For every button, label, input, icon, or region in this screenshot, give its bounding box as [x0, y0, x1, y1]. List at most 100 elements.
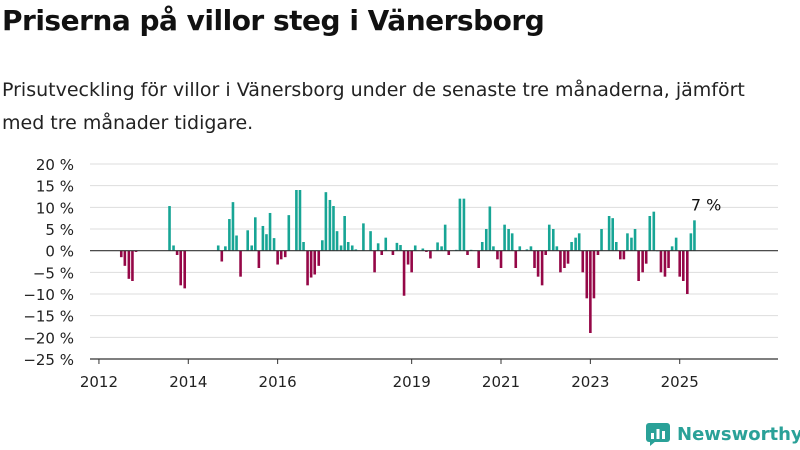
brand-name: Newsworthy — [677, 423, 800, 445]
bar — [600, 229, 603, 251]
bar — [250, 245, 254, 251]
bar — [172, 245, 175, 251]
y-tick-label: −5 % — [33, 264, 74, 282]
bar — [175, 250, 179, 255]
bar — [224, 246, 227, 251]
bar — [253, 217, 257, 251]
bar — [663, 250, 667, 277]
bar — [413, 245, 417, 251]
bar — [179, 250, 182, 286]
bar — [644, 250, 648, 264]
bar — [480, 242, 484, 251]
chart-title: Priserna på villor steg i Vänersborg — [2, 4, 545, 37]
bar — [246, 230, 250, 251]
bar — [168, 206, 171, 251]
bar — [235, 235, 238, 251]
bar — [477, 250, 480, 268]
bar — [686, 250, 689, 294]
bar — [283, 250, 287, 258]
bar — [607, 216, 611, 251]
bar — [659, 250, 663, 273]
bar — [670, 246, 674, 251]
x-tick-label: 2019 — [393, 373, 431, 391]
bar — [287, 215, 291, 251]
bar — [406, 250, 410, 265]
brand-logo: Newsworthy — [645, 421, 800, 447]
bar — [551, 229, 555, 251]
bar — [566, 250, 570, 264]
bar — [123, 250, 127, 266]
bar — [265, 234, 268, 251]
x-tick-label: 2021 — [482, 373, 520, 391]
bar — [220, 250, 224, 262]
bar — [134, 250, 138, 252]
bar — [492, 246, 495, 251]
bar — [547, 224, 551, 251]
bar — [295, 190, 298, 251]
bar — [317, 250, 321, 266]
bar — [302, 242, 305, 251]
bar — [369, 231, 372, 251]
bar — [648, 216, 652, 251]
x-tick-label: 2012 — [80, 373, 118, 391]
bar — [525, 249, 529, 251]
bar — [402, 250, 406, 296]
bar — [324, 192, 328, 251]
bar — [399, 245, 402, 251]
bar — [466, 250, 469, 255]
bar — [380, 250, 384, 255]
bar — [127, 250, 131, 279]
bar — [391, 250, 395, 255]
x-tick-label: 2023 — [571, 373, 609, 391]
bar — [410, 250, 413, 273]
bar — [503, 224, 506, 251]
last-value-annotation: 7 % — [691, 195, 721, 214]
bar — [536, 250, 540, 277]
y-tick-label: −20 % — [23, 329, 74, 347]
newsworthy-logo-icon — [646, 423, 670, 446]
bar — [268, 212, 272, 251]
bar — [622, 250, 626, 260]
bar — [667, 250, 670, 268]
bar — [335, 231, 339, 251]
chart-subtitle: Prisutveckling för villor i Vänersborg u… — [2, 79, 745, 134]
bar — [596, 250, 600, 255]
bar — [328, 199, 332, 251]
y-tick-label: 5 % — [45, 221, 74, 239]
x-tick-label: 2016 — [259, 373, 297, 391]
bar — [693, 220, 696, 251]
bar — [540, 250, 544, 286]
bar — [462, 198, 466, 251]
bar — [614, 242, 618, 251]
bar — [261, 225, 265, 251]
bar — [421, 248, 425, 251]
y-tick-label: 0 % — [45, 243, 74, 261]
bar — [496, 250, 499, 260]
bar — [257, 250, 261, 268]
bar — [384, 237, 388, 251]
bar — [395, 242, 399, 251]
bar — [276, 250, 279, 265]
bar — [689, 233, 693, 251]
bar — [681, 250, 685, 281]
bar — [443, 224, 447, 251]
bar — [570, 242, 573, 251]
bar — [510, 233, 514, 251]
bar — [577, 233, 581, 251]
bar — [678, 250, 682, 277]
bar — [674, 237, 678, 251]
bar — [611, 218, 615, 251]
bar — [633, 229, 637, 251]
bar — [279, 250, 283, 260]
bar — [332, 206, 335, 251]
bar — [376, 243, 380, 251]
x-tick-label: 2014 — [169, 373, 207, 391]
bar — [313, 250, 317, 275]
bar — [429, 250, 432, 259]
bar — [652, 211, 656, 251]
bar — [589, 250, 592, 333]
bar — [306, 250, 309, 286]
bar — [641, 250, 644, 273]
bar — [555, 246, 559, 251]
